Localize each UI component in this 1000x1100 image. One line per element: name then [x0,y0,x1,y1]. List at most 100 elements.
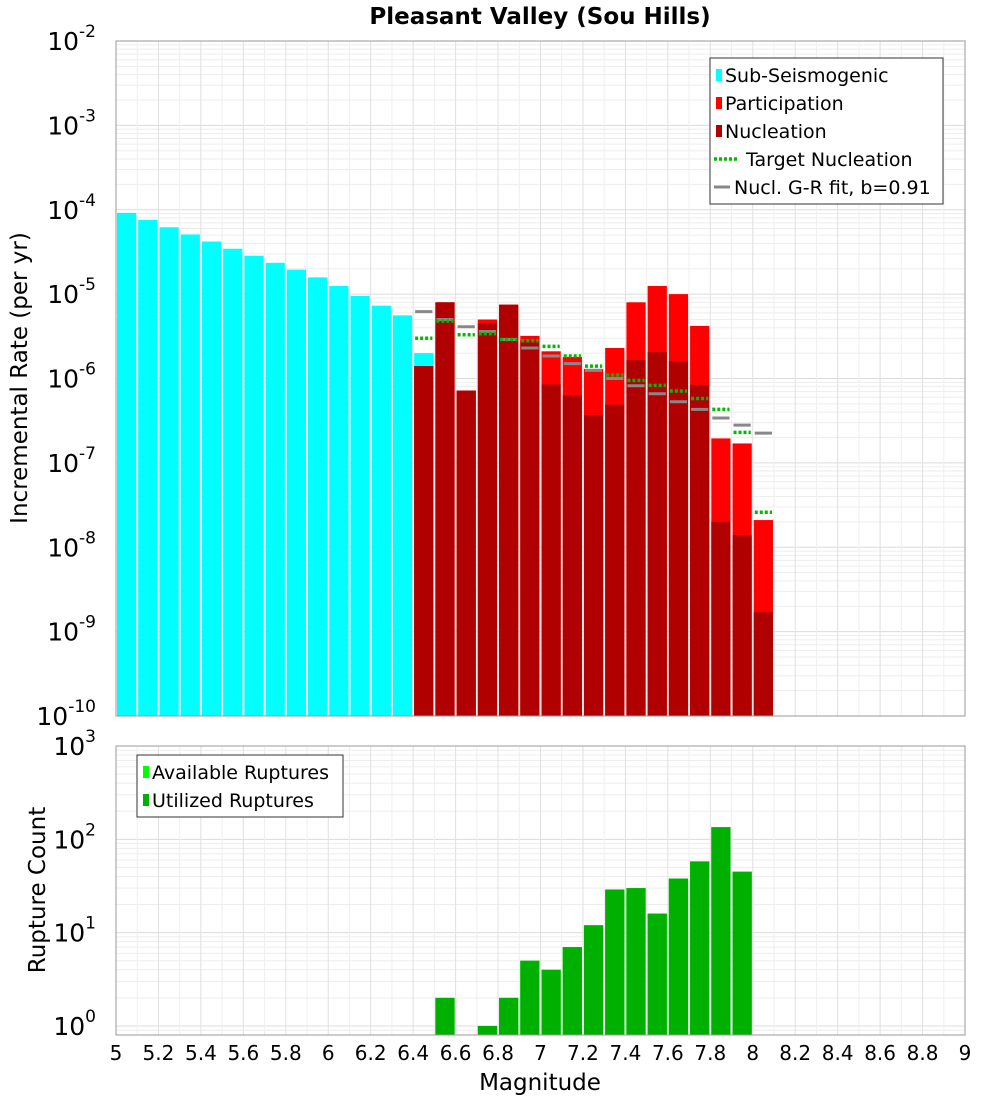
top-y-axis-label: Incremental Rate (per yr) [7,232,33,524]
top-y-tick-label: 10-7 [47,444,96,478]
nucleation-bar [583,414,604,716]
nucleation-bar [711,521,731,716]
top-legend-swatch [716,125,722,137]
x-tick-label: 8.4 [822,1041,854,1065]
nucleation-bar [626,360,646,716]
sub-seismogenic-bar [329,285,349,716]
nucleation-bar [647,352,667,716]
nucleation-bar [414,366,434,716]
x-axis-label: Magnitude [479,1070,601,1096]
bottom-legend-swatch [143,794,149,806]
x-tick-label: 6.6 [440,1041,472,1065]
x-tick-label: 6 [322,1041,335,1065]
bottom-y-tick-label: 103 [53,727,96,761]
x-tick-label: 7.2 [567,1041,599,1065]
utilized-ruptures-bar [562,947,582,1035]
top-y-tick-label: 10-4 [47,191,96,225]
x-tick-label: 6.8 [482,1041,514,1065]
top-legend-swatch [716,97,722,109]
x-tick-label: 5.2 [143,1041,175,1065]
x-tick-label: 7.4 [609,1041,641,1065]
utilized-ruptures-bar [668,878,689,1035]
utilized-ruptures-bar [583,925,604,1035]
sub-seismogenic-bar [180,234,200,716]
bottom-legend-label: Available Ruptures [152,762,329,784]
nucleation-bar [477,323,498,716]
x-tick-label: 5.4 [185,1041,217,1065]
top-legend-label: Participation [725,93,844,115]
utilized-ruptures-bar [626,888,646,1035]
nucleation-bar [562,395,582,716]
top-frame [115,40,966,717]
utilized-ruptures-bar [499,997,519,1035]
bottom-legend-label: Utilized Ruptures [152,790,314,812]
sub-seismogenic-bar [201,241,222,717]
utilized-ruptures-bar [690,861,710,1035]
sub-seismogenic-bar [308,277,328,716]
x-tick-label: 8.6 [864,1041,896,1065]
utilized-ruptures-bar [732,871,752,1035]
x-tick-label: 6.2 [355,1041,387,1065]
rate-panel: 10-10 10-9 10-8 10-7 10-6 10-5 10-4 10-3 10-2 Sub… [36,22,966,731]
x-tick-label: 8.8 [907,1041,939,1065]
x-tick-label: 8.2 [779,1041,811,1065]
utilized-ruptures-bar [435,997,455,1035]
utilized-ruptures-bar [520,960,540,1035]
bottom-y-tick-label: 100 [53,1007,96,1041]
sub-seismogenic-bar [117,212,137,716]
top-y-tick-label: 10-9 [47,613,96,647]
top-y-tick-label: 10-8 [47,528,96,562]
utilized-ruptures-bar [541,969,561,1035]
x-tick-label: 7.6 [652,1041,684,1065]
x-tick-label: 7 [534,1041,547,1065]
bottom-y-tick-label: 101 [53,914,96,948]
bottom-y-axis-label: Rupture Count [25,807,51,973]
sub-seismogenic-bar [223,248,243,716]
x-tick-label: 5.6 [227,1041,259,1065]
bottom-frame [115,745,966,1036]
x-tick-label: 8 [746,1041,759,1065]
bottom-legend-box [136,754,344,818]
sub-seismogenic-bar [286,269,307,716]
nucleation-bar [520,340,540,716]
nucleation-bar [668,361,689,716]
utilized-ruptures-bar [605,889,625,1035]
x-tick-label: 9 [959,1041,972,1065]
nucleation-bar [435,302,455,716]
top-y-tick-label: 10-5 [47,275,96,309]
top-legend-label: Sub-Seismogenic [725,65,889,87]
sub-seismogenic-bar [392,315,413,716]
utilized-ruptures-bar [711,827,731,1035]
x-tick-label: 6.4 [397,1041,429,1065]
nucleation-bar [499,304,519,716]
top-legend-swatch [716,69,722,81]
top-y-tick-label: 10-6 [47,360,96,394]
utilized-ruptures-bar [647,913,667,1035]
sub-seismogenic-bar [265,262,285,716]
top-legend-label: Target Nucleation [745,149,913,171]
sub-seismogenic-bar [244,255,264,716]
rupture-count-panel: 100 101 102 103 Available Ruptures Utilized R… [53,727,971,1065]
top-y-tick-label: 10-2 [47,22,96,56]
x-tick-label: 5.8 [270,1041,302,1065]
nucleation-bar [456,390,476,716]
x-tick-label: 7.8 [694,1041,726,1065]
bottom-legend-swatch [143,766,149,778]
top-y-tick-label: 10-10 [36,697,96,731]
nucleation-bar [732,534,752,716]
x-tick-label: 5 [110,1041,123,1065]
sub-seismogenic-bar [138,219,158,717]
sub-seismogenic-bar [371,305,391,716]
sub-seismogenic-bar [350,296,370,716]
utilized-ruptures-bar [477,1025,498,1035]
sub-seismogenic-bar [159,227,179,716]
chart-title: Pleasant Valley (Sou Hills) [369,4,710,30]
top-legend-box [709,57,944,205]
nucleation-bar [753,612,773,716]
nucleation-bar [541,384,561,716]
top-legend-label: Nucleation [725,121,827,143]
top-legend-label: Nucl. G-R fit, b=0.91 [734,177,931,199]
top-y-tick-label: 10-3 [47,106,96,140]
